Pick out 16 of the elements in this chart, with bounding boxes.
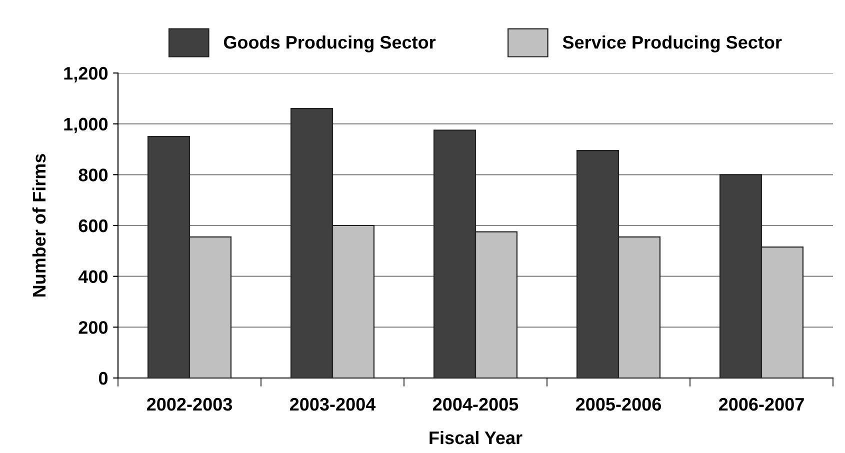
x-tick-label: 2006-2007 <box>718 398 804 411</box>
y-tick-label: 1,200 <box>64 66 108 82</box>
y-tick-label: 200 <box>78 321 108 334</box>
x-tick-label: 2003-2004 <box>290 398 376 411</box>
x-tick-label: 2005-2006 <box>576 398 662 411</box>
legend-label: Goods Producing Sector <box>224 35 436 52</box>
y-tick-label: 1,000 <box>64 118 108 134</box>
legend-label: Service Producing Sector <box>562 35 782 52</box>
x-tick-label: 2002-2003 <box>146 398 232 411</box>
y-tick-label: 0 <box>98 372 108 385</box>
y-axis-title: Number of Firms <box>32 154 46 297</box>
y-tick-label: 600 <box>78 219 108 232</box>
y-tick-label: 800 <box>78 168 108 182</box>
y-tick-label: 400 <box>78 270 108 284</box>
x-axis-title: Fiscal Year <box>430 430 522 444</box>
x-tick-label: 2004-2005 <box>432 398 518 411</box>
